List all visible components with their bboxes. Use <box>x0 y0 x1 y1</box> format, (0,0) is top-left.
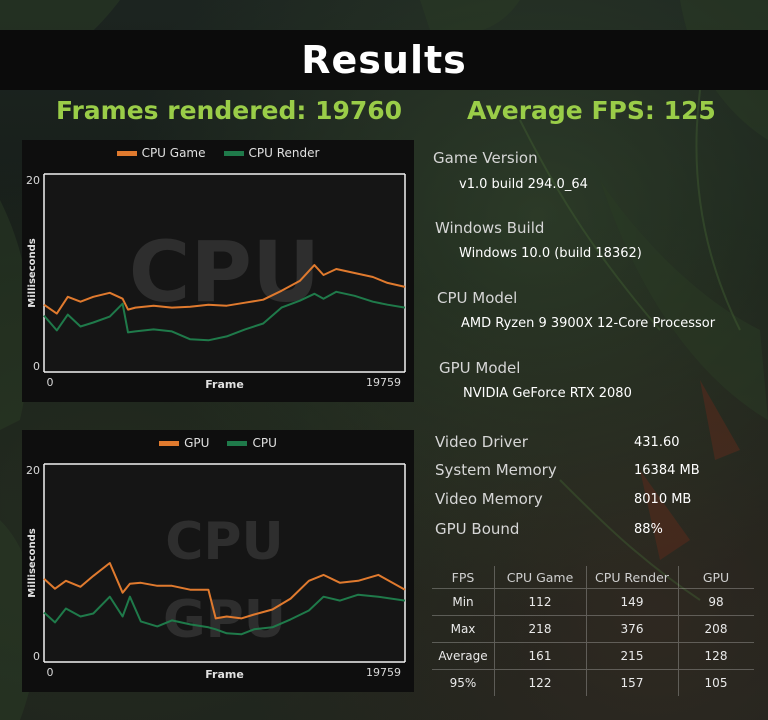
column-header-fps: FPS <box>432 566 495 588</box>
gpu-swatch <box>159 440 180 446</box>
video-driver-value: 431.60 <box>634 435 680 450</box>
legend-item-cpu-game: CPU Game <box>116 146 206 160</box>
legend-label-cpu-game: CPU Game <box>141 146 206 160</box>
legend-item-gpu: GPU <box>159 436 209 450</box>
column-header-cpu-game: CPU Game <box>494 566 587 588</box>
average-fps-heading: Average FPS: 125 <box>467 96 716 125</box>
y-axis-title: Milliseconds <box>27 238 38 307</box>
legend-label-cpu-render: CPU Render <box>248 146 320 160</box>
column-header-gpu: GPU <box>702 569 730 585</box>
y-tick-label-bottom: 0 <box>33 360 40 373</box>
table-cell: 128 <box>704 649 728 663</box>
cpu-render-swatch <box>223 150 244 156</box>
cpu-swatch <box>227 440 248 446</box>
x-tick-label-start: 0 <box>47 376 54 389</box>
x-axis-title: Frame <box>205 668 244 681</box>
video-driver-label: Video Driver <box>435 433 528 451</box>
gpu-chart-canvas: CPU GPU 20 00 19759 Frame Milliseconds <box>26 463 406 681</box>
gpu-model-label: GPU Model <box>439 359 521 377</box>
fps-stats-table: FPS CPU Game CPU Render GPU Min 112 149 … <box>432 566 754 696</box>
video-memory-value: 8010 MB <box>634 492 692 507</box>
x-axis-title: Frame <box>205 378 244 391</box>
table-header-row: FPS CPU Game CPU Render GPU <box>432 566 754 589</box>
game-version-value: v1.0 build 294.0_64 <box>459 177 588 192</box>
table-cell: 149 <box>586 589 679 615</box>
windows-build-value: Windows 10.0 (build 18362) <box>459 246 642 261</box>
row-label-95-percent: 95% <box>432 670 495 696</box>
table-cell: 218 <box>494 616 587 642</box>
plot-area <box>44 174 405 372</box>
gpu-frame-time-chart: CPU GPU 20 0 0 19759 Frame Milliseconds GPU CPU <box>22 430 414 692</box>
row-label-average: Average <box>432 643 495 669</box>
cpu-frame-time-chart: CPU 20 0 0 19759 Frame Milliseconds CPU Game C… <box>22 140 414 402</box>
gpu-model-value: NVIDIA GeForce RTX 2080 <box>463 386 632 401</box>
table-cell: 98 <box>708 595 724 609</box>
frames-rendered-heading: Frames rendered: 19760 <box>56 96 403 125</box>
y-tick-label-top: 20 <box>26 464 40 477</box>
row-label-max: Max <box>432 616 495 642</box>
system-memory-label: System Memory <box>435 461 557 479</box>
y-tick-label-top: 20 <box>26 174 40 187</box>
chart-watermark: CPU <box>165 512 284 572</box>
y-tick-label-bottom: 0 <box>33 650 40 663</box>
plot-area <box>44 464 405 662</box>
legend-label-cpu: CPU <box>252 436 277 450</box>
table-row: Max 218 376 208 <box>432 616 754 643</box>
gpu-bound-label: GPU Bound <box>435 520 520 538</box>
cpu-chart-legend: CPU Game CPU Render <box>22 146 414 160</box>
table-cell: 376 <box>586 616 679 642</box>
game-version-label: Game Version <box>433 149 538 167</box>
system-memory-value: 16384 MB <box>634 463 700 478</box>
series-line-cpu-game <box>43 264 406 315</box>
y-axis-title: Milliseconds <box>27 528 38 597</box>
windows-build-label: Windows Build <box>435 219 545 237</box>
table-cell: 215 <box>586 643 679 669</box>
table-row: 95% 122 157 105 <box>432 670 754 696</box>
table-cell: 105 <box>704 676 728 690</box>
table-cell: 112 <box>494 589 587 615</box>
cpu-model-value: AMD Ryzen 9 3900X 12-Core Processor <box>461 316 716 331</box>
table-cell: 122 <box>494 670 587 696</box>
series-line-cpu-render <box>43 290 406 342</box>
table-cell: 157 <box>586 670 679 696</box>
x-tick-label-start: 0 <box>47 666 54 679</box>
cpu-model-label: CPU Model <box>437 289 518 307</box>
table-cell: 161 <box>494 643 587 669</box>
table-cell: 208 <box>704 622 728 636</box>
gpu-bound-value: 88% <box>634 522 663 537</box>
legend-label-gpu: GPU <box>184 436 210 450</box>
series-line-cpu <box>43 593 406 636</box>
column-header-cpu-render: CPU Render <box>586 566 679 588</box>
table-row: Min 112 149 98 <box>432 589 754 616</box>
video-memory-label: Video Memory <box>435 490 543 508</box>
series-line-gpu <box>43 562 406 620</box>
page-title: Results <box>301 38 467 82</box>
x-tick-label-end: 19759 <box>366 666 401 679</box>
legend-item-cpu: CPU <box>227 436 277 450</box>
row-label-min: Min <box>432 589 495 615</box>
gpu-chart-legend: GPU CPU <box>22 436 414 450</box>
x-tick-label-end: 19759 <box>366 376 401 389</box>
title-band: Results <box>0 30 768 90</box>
chart-watermark: GPU <box>163 590 286 650</box>
table-row: Average 161 215 128 <box>432 643 754 670</box>
cpu-game-swatch <box>116 150 137 156</box>
legend-item-cpu-render: CPU Render <box>223 146 320 160</box>
